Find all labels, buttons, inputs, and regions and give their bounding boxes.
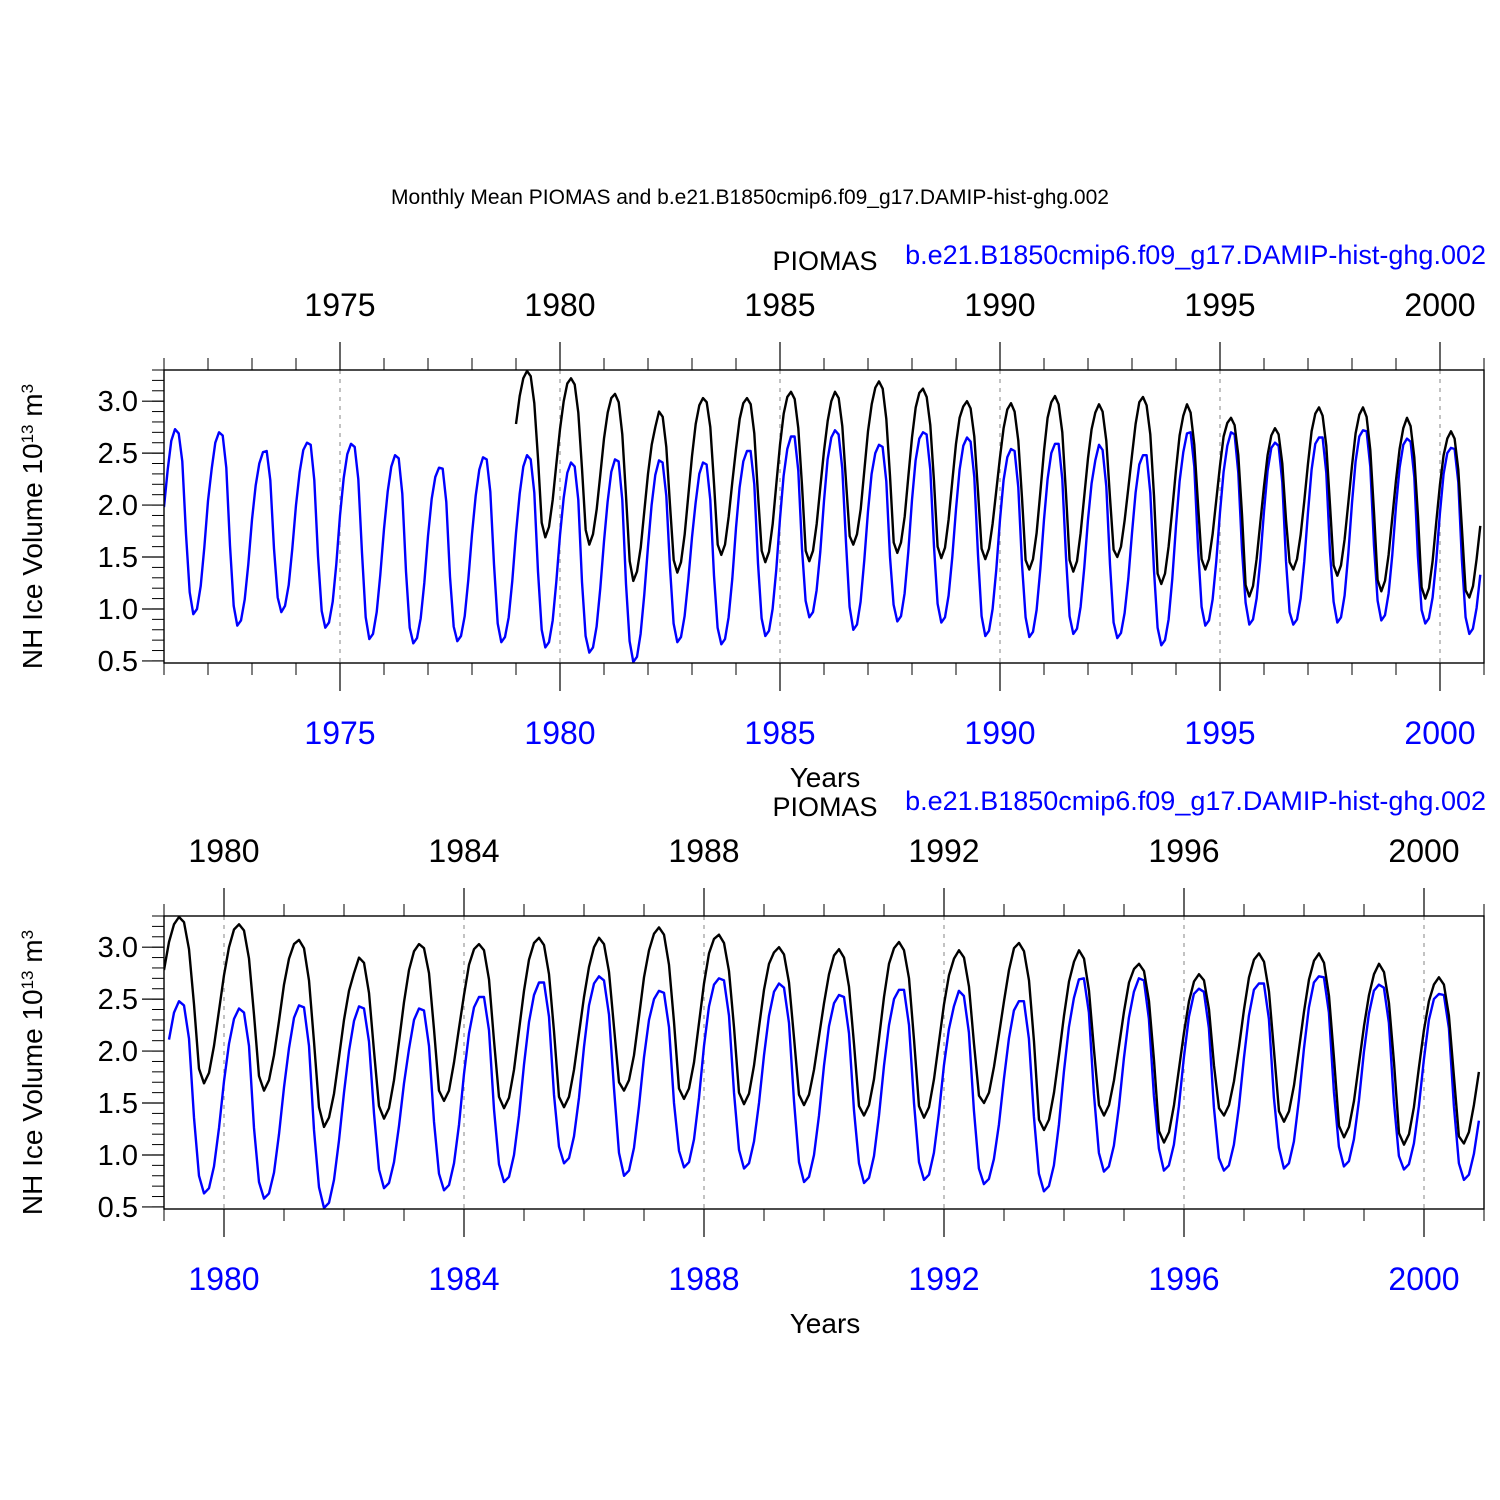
y-axis-label-text: NH Ice Volume 10 — [17, 443, 48, 669]
top-x-tick-label: 1995 — [1184, 287, 1255, 323]
bottom-x-tick-label: 1988 — [668, 1261, 739, 1297]
bottom-x-tick-label: 1975 — [304, 715, 375, 751]
top-panel: 1975 1975 1980 1980 1985 1985 1990 1990 1995 1995… — [17, 240, 1486, 793]
model-series-line — [164, 428, 1482, 663]
bottom-x-tick-label: 2000 — [1404, 715, 1475, 751]
legend-piomas-label: PIOMAS — [772, 246, 877, 276]
y-axis-label-exponent: 13 — [18, 970, 37, 989]
y-tick-label: 2.0 — [98, 490, 138, 522]
y-tick-label: 0.5 — [98, 1192, 138, 1224]
y-axis-label-text: m — [17, 393, 48, 424]
bottom-x-tick-label: 1980 — [524, 715, 595, 751]
legend-model-label: b.e21.B1850cmip6.f09_g17.DAMIP-hist-ghg.… — [905, 786, 1486, 816]
top-x-tick-label: 1985 — [744, 287, 815, 323]
bottom-x-tick-label: 1995 — [1184, 715, 1255, 751]
bottom-x-tick-label: 1996 — [1148, 1261, 1219, 1297]
y-tick-label: 1.0 — [98, 594, 138, 626]
y-tick-label: 3.0 — [98, 386, 138, 418]
y-tick-label: 1.5 — [98, 1088, 138, 1120]
bottom-x-tick-label: 1980 — [188, 1261, 259, 1297]
y-axis-label-exponent: 3 — [18, 384, 37, 393]
top-x-tick-label: 1975 — [304, 287, 375, 323]
bottom-x-tick-label: 1992 — [908, 1261, 979, 1297]
x-axis-label: Years — [790, 1308, 861, 1339]
y-tick-label: 1.5 — [98, 542, 138, 574]
y-axis-label-text: NH Ice Volume 10 — [17, 989, 48, 1215]
y-axis-label-exponent: 3 — [18, 930, 37, 939]
top-x-tick-label: 1984 — [428, 833, 499, 869]
top-x-tick-label: 2000 — [1404, 287, 1475, 323]
y-tick-label: 2.5 — [98, 984, 138, 1016]
y-axis-label-exponent: 13 — [18, 424, 37, 443]
legend-piomas-label: PIOMAS — [772, 792, 877, 822]
y-tick-label: 0.5 — [98, 646, 138, 678]
top-x-tick-label: 2000 — [1388, 833, 1459, 869]
legend-model-label: b.e21.B1850cmip6.f09_g17.DAMIP-hist-ghg.… — [905, 240, 1486, 270]
y-axis-label-text: m — [17, 939, 48, 970]
top-x-tick-label: 1980 — [524, 287, 595, 323]
bottom-x-tick-label: 1984 — [428, 1261, 499, 1297]
y-tick-label: 1.0 — [98, 1140, 138, 1172]
y-tick-label: 3.0 — [98, 932, 138, 964]
top-x-tick-label: 1988 — [668, 833, 739, 869]
model-series-line — [167, 975, 1481, 1209]
top-x-tick-label: 1980 — [188, 833, 259, 869]
x-axis-label: Years — [790, 762, 861, 793]
bottom-panel: 1980 1980 1984 1984 1988 1988 1992 1992 1996 1996… — [17, 786, 1486, 1339]
piomas-series-line — [514, 370, 1482, 600]
y-axis-label: NH Ice Volume 1013 m3 — [17, 384, 48, 669]
figure-title: Monthly Mean PIOMAS and b.e21.B1850cmip6… — [391, 186, 1109, 209]
top-x-tick-label: 1996 — [1148, 833, 1219, 869]
bottom-x-tick-label: 2000 — [1388, 1261, 1459, 1297]
y-axis-label: NH Ice Volume 1013 m3 — [17, 930, 48, 1215]
y-tick-label: 2.5 — [98, 438, 138, 470]
bottom-x-tick-label: 1985 — [744, 715, 815, 751]
top-x-tick-label: 1990 — [964, 287, 1035, 323]
piomas-series-line — [164, 916, 1481, 1146]
y-tick-label: 2.0 — [98, 1036, 138, 1068]
top-x-tick-label: 1992 — [908, 833, 979, 869]
bottom-x-tick-label: 1990 — [964, 715, 1035, 751]
plot-frame — [163, 369, 1485, 664]
plot-frame — [163, 915, 1485, 1210]
